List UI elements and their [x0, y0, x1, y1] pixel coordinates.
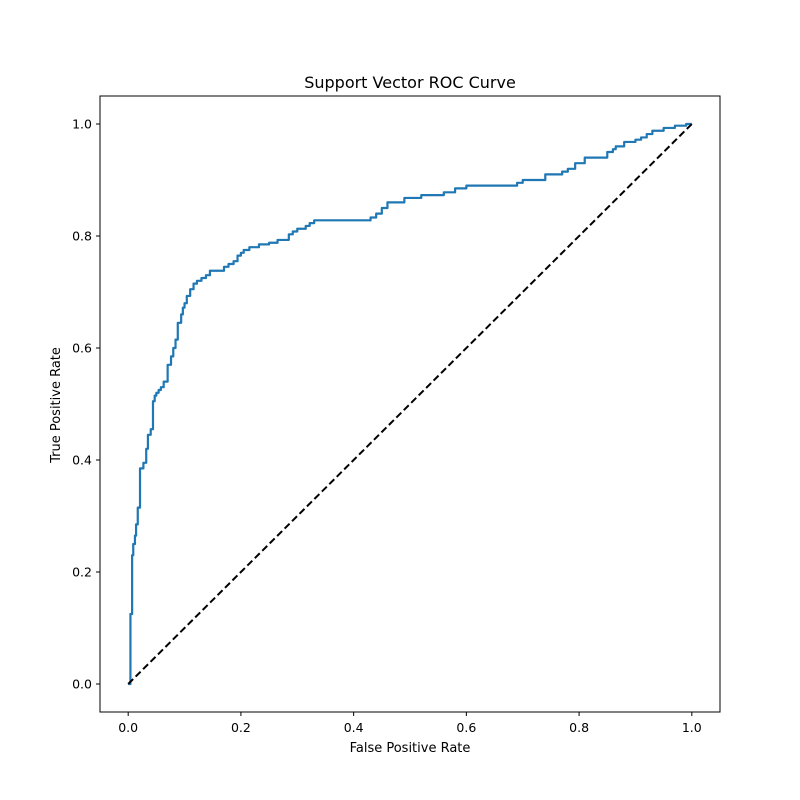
- y-axis-ticks: 0.0 0.2 0.4 0.6 0.8 1.0: [72, 117, 100, 692]
- x-tick-label: 0.4: [344, 720, 364, 735]
- x-tick-label: 0.2: [231, 720, 251, 735]
- plot-frame: [99, 95, 721, 713]
- x-axis-label: False Positive Rate: [350, 741, 471, 756]
- chance-diagonal-line: [127, 123, 693, 685]
- y-axis-label: True Positive Rate: [49, 347, 64, 464]
- y-tick-label: 0.6: [72, 341, 92, 356]
- y-tick-label: 0.2: [72, 565, 92, 580]
- x-tick-label: 0.0: [118, 720, 138, 735]
- chart-title: Support Vector ROC Curve: [304, 73, 516, 92]
- x-tick-label: 0.8: [569, 720, 589, 735]
- x-tick-label: 1.0: [682, 720, 702, 735]
- y-tick-label: 0.0: [72, 677, 92, 692]
- y-tick-label: 0.8: [72, 229, 92, 244]
- roc-curve-line: [128, 122, 692, 686]
- x-tick-label: 0.6: [456, 720, 476, 735]
- y-tick-label: 1.0: [72, 117, 92, 132]
- x-axis-ticks: 0.0 0.2 0.4 0.6 0.8 1.0: [118, 712, 702, 735]
- plot-area: [127, 122, 693, 686]
- y-tick-label: 0.4: [72, 453, 92, 468]
